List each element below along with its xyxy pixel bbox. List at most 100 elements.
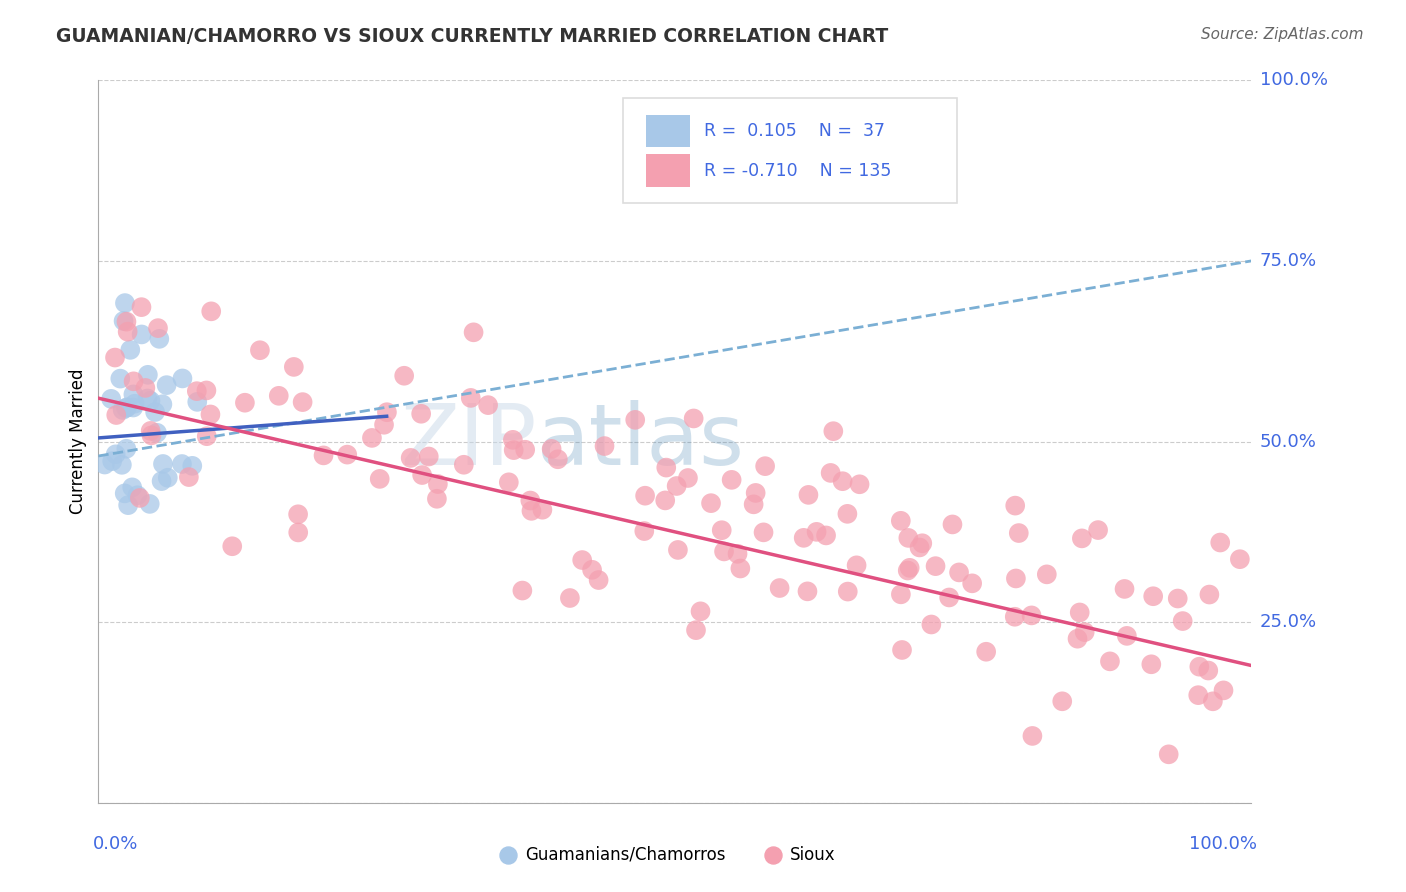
Point xyxy=(221,539,243,553)
Point xyxy=(1004,609,1026,624)
Point xyxy=(146,321,169,335)
Point xyxy=(634,489,657,503)
Point xyxy=(426,491,449,506)
Point xyxy=(373,417,395,432)
Point xyxy=(689,604,711,618)
Point xyxy=(558,591,581,605)
Point xyxy=(1142,589,1164,603)
Point xyxy=(974,645,997,659)
Point xyxy=(496,847,519,862)
Point xyxy=(460,391,482,405)
Point xyxy=(117,325,139,339)
Point xyxy=(1209,535,1232,549)
Point xyxy=(762,847,785,862)
Text: 25.0%: 25.0% xyxy=(1260,613,1317,632)
Point xyxy=(139,393,162,408)
Point xyxy=(138,497,160,511)
Point xyxy=(200,408,222,422)
Point xyxy=(624,413,647,427)
Point xyxy=(291,395,314,409)
Point xyxy=(1087,523,1109,537)
Point xyxy=(920,617,942,632)
Point xyxy=(891,643,914,657)
Point xyxy=(101,454,124,468)
Point xyxy=(195,384,218,398)
Point xyxy=(948,566,970,580)
Text: Source: ZipAtlas.com: Source: ZipAtlas.com xyxy=(1201,27,1364,42)
Point xyxy=(200,304,222,318)
Text: Guamanians/Chamorros: Guamanians/Chamorros xyxy=(524,846,725,863)
Point xyxy=(141,428,163,442)
Point xyxy=(1004,499,1026,513)
Point xyxy=(115,401,138,415)
Point xyxy=(720,473,742,487)
Point xyxy=(713,544,735,558)
Point xyxy=(411,407,433,421)
Point xyxy=(143,405,166,419)
Point xyxy=(156,378,179,392)
Point xyxy=(820,466,842,480)
Point xyxy=(1052,694,1074,708)
Point xyxy=(752,525,775,540)
Point xyxy=(1187,688,1209,702)
Point xyxy=(519,493,541,508)
Point xyxy=(186,384,208,399)
Point xyxy=(115,315,138,329)
Point xyxy=(1066,632,1088,646)
Point xyxy=(463,326,485,340)
Point xyxy=(453,458,475,472)
Point xyxy=(1157,747,1180,762)
Point xyxy=(666,543,689,558)
Point xyxy=(1212,683,1234,698)
Point xyxy=(730,561,752,575)
Point xyxy=(1073,625,1095,640)
Point xyxy=(115,401,138,415)
Point xyxy=(186,395,208,409)
Point xyxy=(911,536,934,550)
Point xyxy=(112,314,135,328)
Point xyxy=(146,425,169,440)
Point xyxy=(148,332,170,346)
Point xyxy=(100,392,122,406)
Point xyxy=(426,477,449,491)
Point xyxy=(710,523,733,537)
Point xyxy=(837,507,859,521)
Point xyxy=(1229,552,1251,566)
Point xyxy=(336,448,359,462)
Point xyxy=(477,398,499,412)
Point xyxy=(742,497,765,511)
Point xyxy=(837,584,859,599)
Point xyxy=(267,389,290,403)
Text: Sioux: Sioux xyxy=(790,846,835,863)
Point xyxy=(571,553,593,567)
Point xyxy=(498,475,520,490)
Point xyxy=(117,498,139,512)
Point xyxy=(368,472,391,486)
Point xyxy=(1070,532,1092,546)
Point xyxy=(793,531,815,545)
Point xyxy=(136,392,159,406)
Point xyxy=(1167,591,1189,606)
Point xyxy=(122,401,145,415)
Point xyxy=(581,563,603,577)
Point xyxy=(502,433,524,447)
Point xyxy=(924,559,946,574)
Text: 75.0%: 75.0% xyxy=(1260,252,1317,270)
Text: R = -0.710    N = 135: R = -0.710 N = 135 xyxy=(704,161,891,179)
Y-axis label: Currently Married: Currently Married xyxy=(69,368,87,515)
Point xyxy=(122,387,145,401)
Point xyxy=(1197,664,1219,678)
Point xyxy=(897,564,920,578)
Point xyxy=(908,541,931,555)
Point xyxy=(938,591,960,605)
Point xyxy=(110,371,132,385)
Point xyxy=(1021,608,1043,623)
Text: GUAMANIAN/CHAMORRO VS SIOUX CURRENTLY MARRIED CORRELATION CHART: GUAMANIAN/CHAMORRO VS SIOUX CURRENTLY MA… xyxy=(56,27,889,45)
Point xyxy=(375,405,398,419)
Point xyxy=(115,442,138,456)
FancyBboxPatch shape xyxy=(623,98,957,203)
Text: 100.0%: 100.0% xyxy=(1260,71,1327,89)
Point xyxy=(845,558,868,573)
Point xyxy=(531,502,554,516)
Point xyxy=(287,525,309,540)
